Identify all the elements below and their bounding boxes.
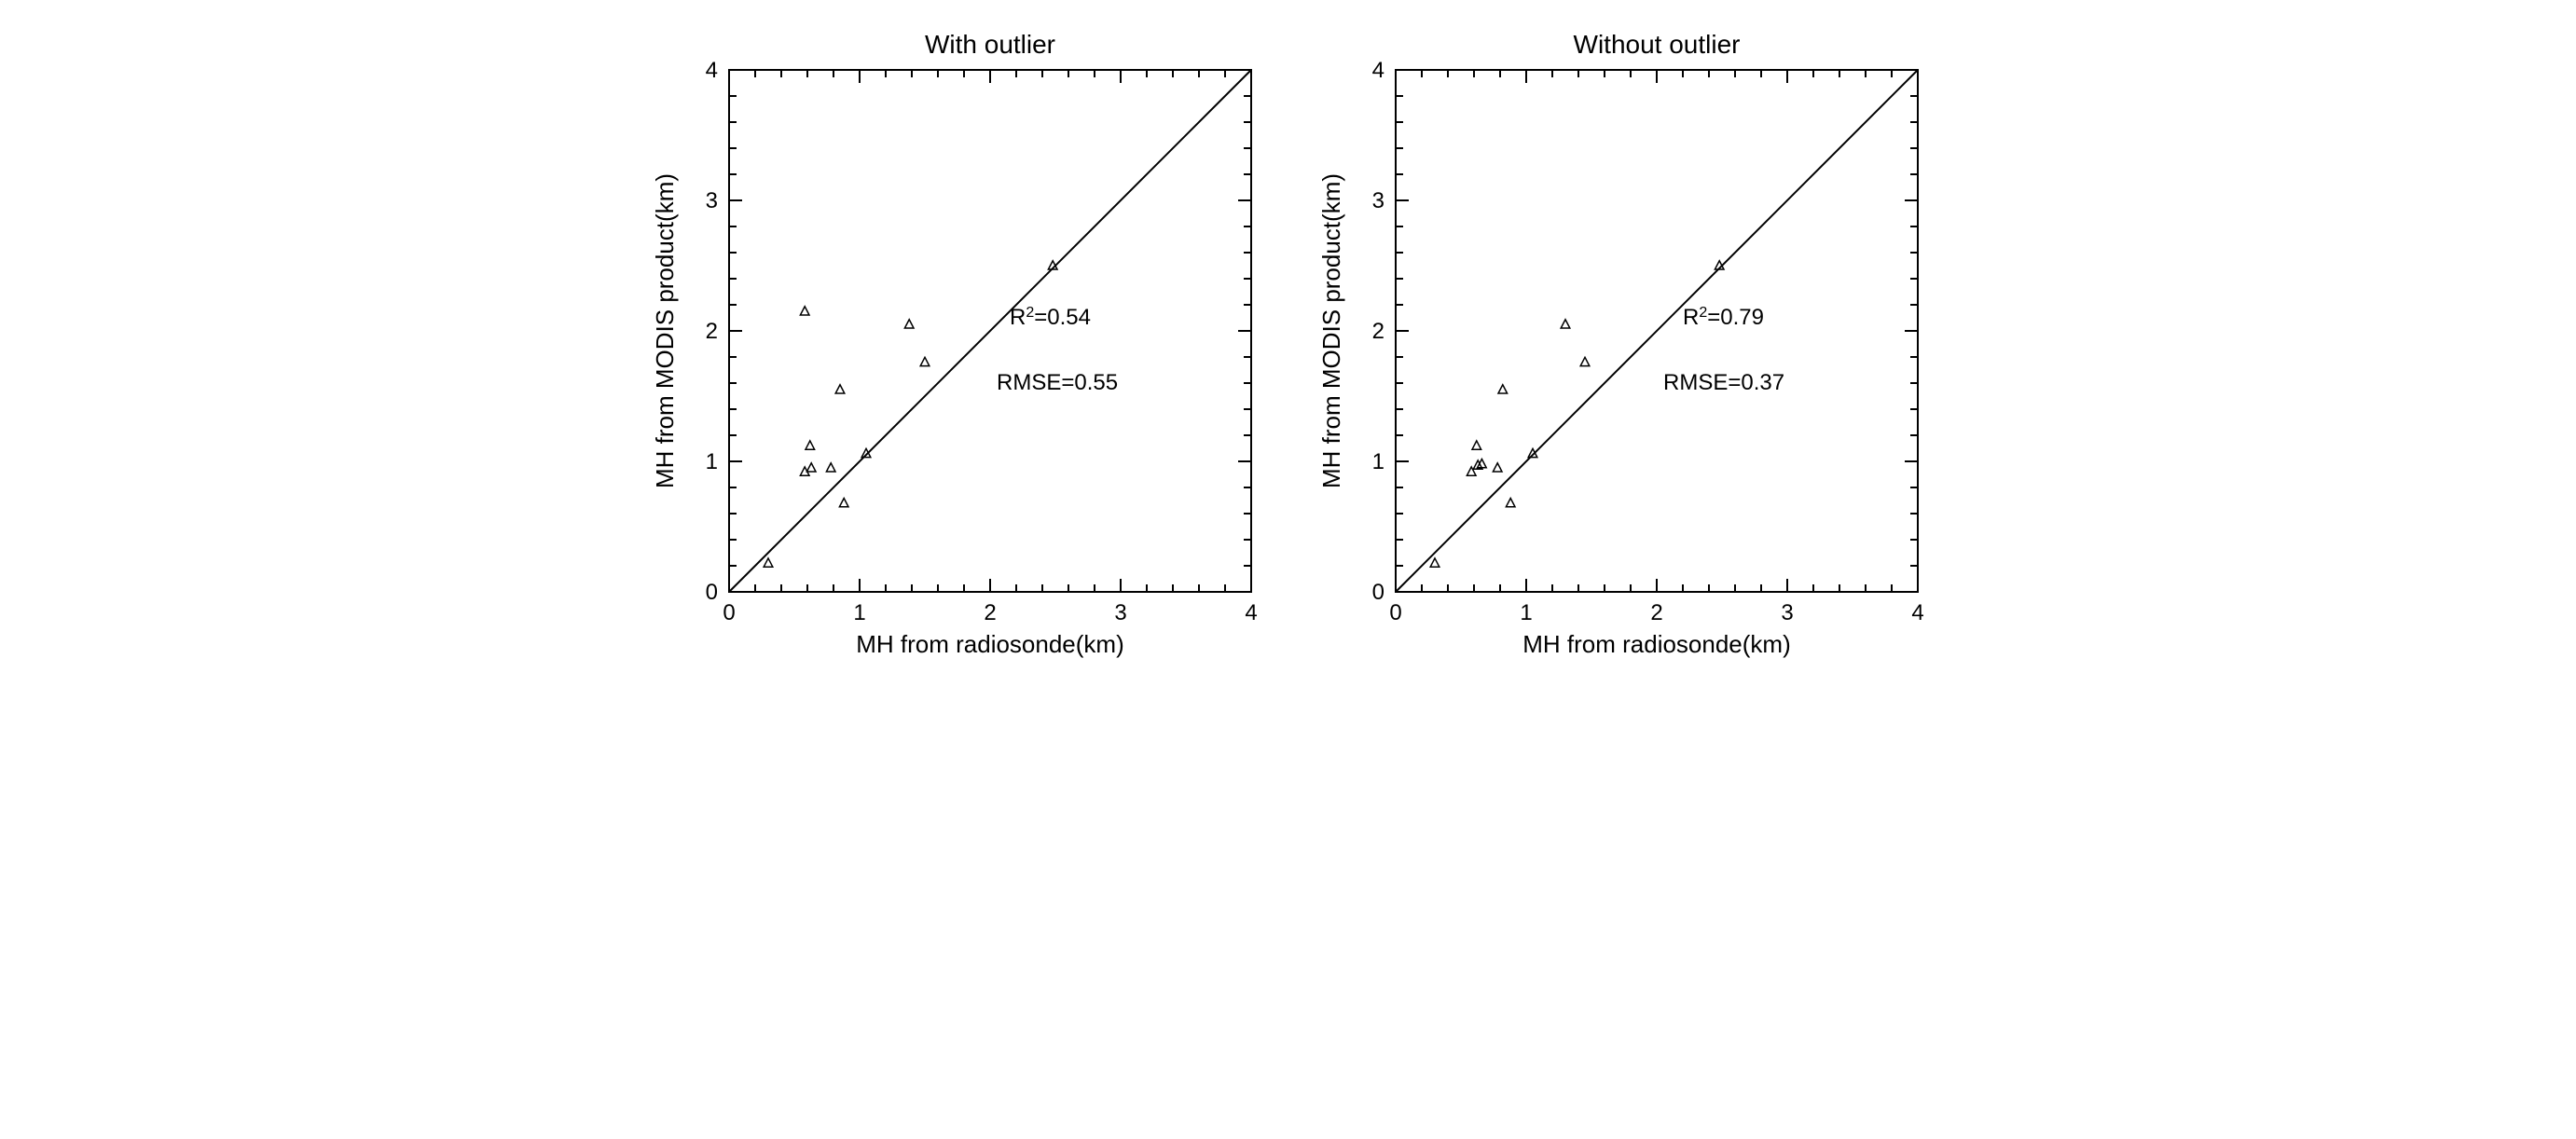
y-tick-label: 2 — [1371, 319, 1384, 344]
x-tick-label: 4 — [1911, 600, 1923, 625]
panel-title: With outlier — [924, 30, 1054, 59]
y-axis-label: MH from MODIS product(km) — [651, 173, 679, 488]
x-tick-label: 1 — [853, 600, 865, 625]
y-tick-label: 3 — [705, 188, 717, 213]
panel-left: 0 1 2 3 4 0 1 2 3 4 R2=0.54 RMSE=0.55 With outlier MH… — [641, 19, 1270, 671]
x-tick-label: 1 — [1520, 600, 1532, 625]
x-tick-label: 2 — [1650, 600, 1662, 625]
plot-background — [641, 19, 1270, 671]
x-axis-label: MH from radiosonde(km) — [856, 630, 1124, 658]
x-tick-label: 0 — [723, 600, 735, 625]
r-squared-annotation: R2=0.79 — [1683, 305, 1764, 331]
x-tick-label: 3 — [1781, 600, 1793, 625]
y-tick-label: 3 — [1371, 188, 1384, 213]
y-tick-label: 2 — [705, 319, 717, 344]
y-tick-label: 4 — [705, 58, 717, 83]
figure: 0 1 2 3 4 0 1 2 3 4 R2=0.54 RMSE=0.55 With outlier MH… — [641, 19, 1936, 671]
panel-right: 0 1 2 3 4 0 1 2 3 4 R2=0.79 RMSE=0.37 Without outlie… — [1307, 19, 1936, 671]
x-tick-label: 4 — [1245, 600, 1257, 625]
y-tick-label: 0 — [705, 580, 717, 605]
x-tick-label: 3 — [1114, 600, 1126, 625]
rmse-annotation: RMSE=0.37 — [1663, 370, 1784, 395]
r-squared-annotation: R2=0.54 — [1010, 305, 1091, 331]
scatter-chart: 0 1 2 3 4 0 1 2 3 4 R2=0.54 RMSE=0.55 With outlier MH… — [641, 19, 1270, 671]
x-tick-label: 2 — [984, 600, 996, 625]
y-tick-label: 4 — [1371, 58, 1384, 83]
panel-title: Without outlier — [1573, 30, 1740, 59]
rmse-annotation: RMSE=0.55 — [997, 370, 1118, 395]
y-axis-label: MH from MODIS product(km) — [1317, 173, 1345, 488]
scatter-chart: 0 1 2 3 4 0 1 2 3 4 R2=0.79 RMSE=0.37 Without outlie… — [1307, 19, 1936, 671]
x-axis-label: MH from radiosonde(km) — [1522, 630, 1791, 658]
y-tick-label: 0 — [1371, 580, 1384, 605]
x-tick-label: 0 — [1389, 600, 1401, 625]
y-tick-label: 1 — [1371, 449, 1384, 474]
y-tick-label: 1 — [705, 449, 717, 474]
plot-background — [1307, 19, 1936, 671]
